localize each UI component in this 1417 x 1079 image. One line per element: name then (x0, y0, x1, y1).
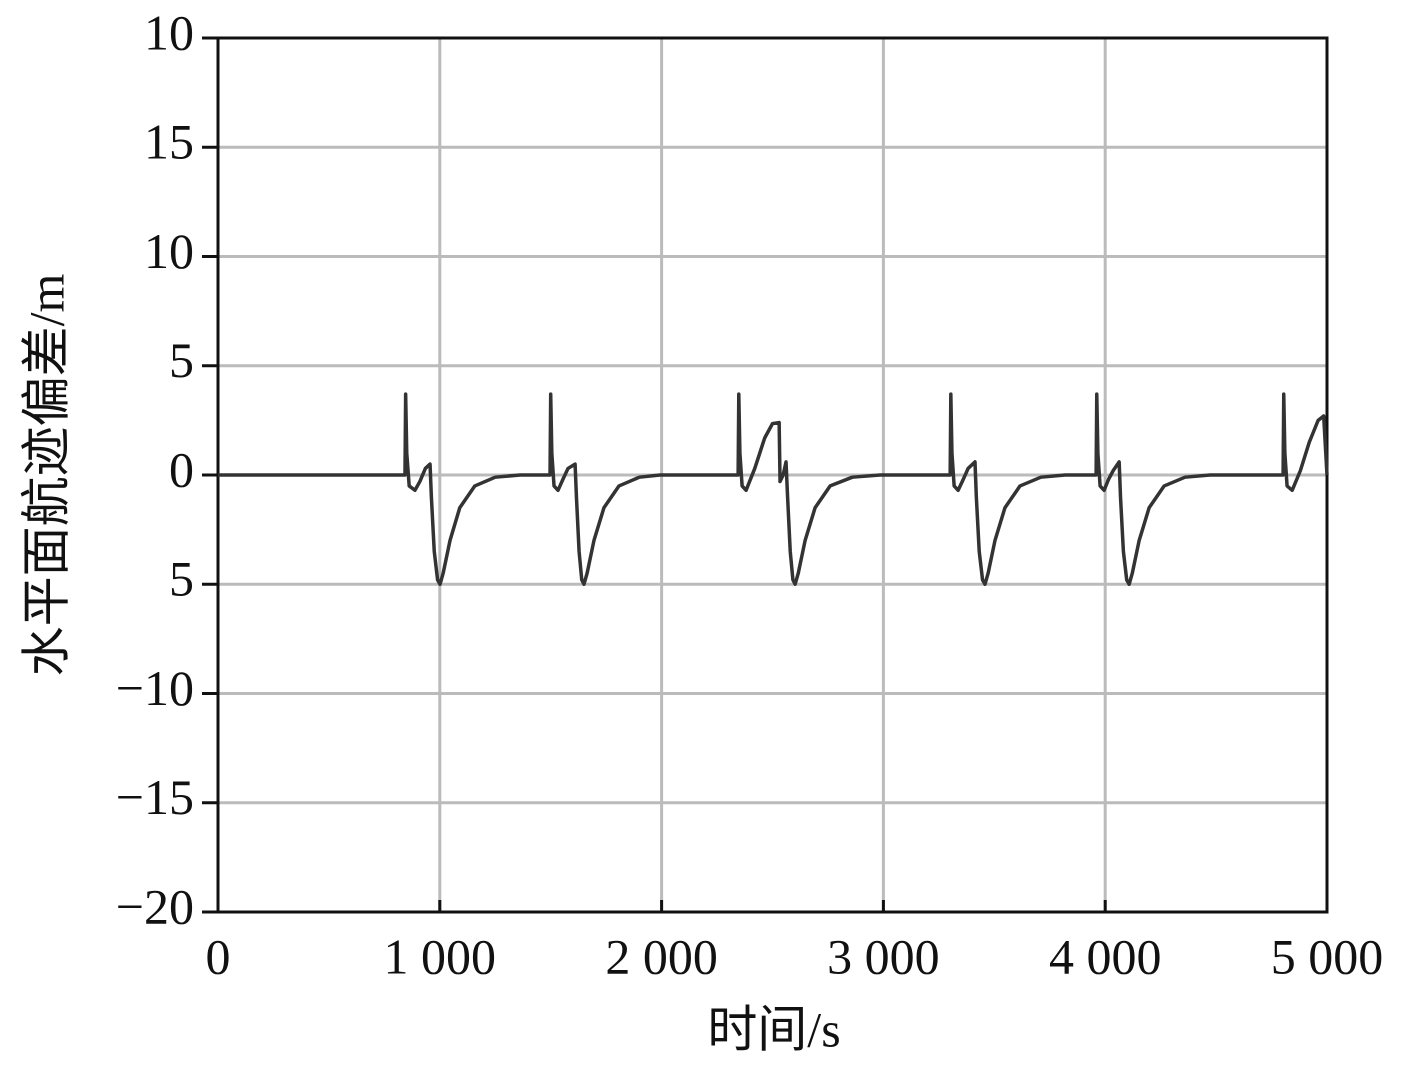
y-axis-label: 水平面航迹偏差/m (18, 274, 74, 677)
x-axis-label: 时间/s (707, 1001, 840, 1057)
x-tick-label: 4 000 (1049, 928, 1162, 984)
y-tick-label: −15 (116, 769, 194, 825)
data-line (218, 392, 1329, 586)
y-tick-label: 10 (144, 4, 194, 60)
y-tick-label: 5 (169, 332, 194, 388)
x-tick-label: 5 000 (1271, 928, 1384, 984)
y-tick-label: −10 (116, 660, 194, 716)
y-tick-label: 15 (144, 114, 194, 170)
y-tick-label: −20 (116, 878, 194, 934)
y-tick-label: 0 (169, 441, 194, 497)
x-tick-label: 3 000 (827, 928, 940, 984)
y-tick-label: 5 (169, 551, 194, 607)
y-tick-label: 10 (144, 223, 194, 279)
x-tick-label: 1 000 (384, 928, 497, 984)
x-tick-label: 0 (206, 928, 231, 984)
x-tick-label: 2 000 (605, 928, 718, 984)
